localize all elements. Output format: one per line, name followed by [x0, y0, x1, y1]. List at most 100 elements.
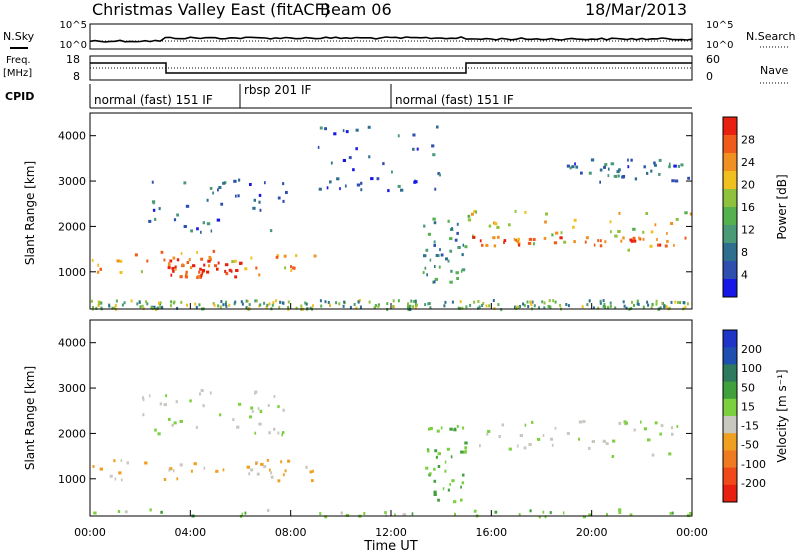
velocity-echo-cell: [425, 466, 429, 470]
power-echo-cell: [673, 164, 677, 168]
power-ground-cell: [663, 305, 666, 309]
power-ground-cell: [517, 306, 520, 310]
power-ground-cell: [410, 299, 413, 303]
velocity-echo-cell: [516, 444, 519, 448]
power-echo-cell: [455, 271, 459, 275]
cpid-segment-label-1: rbsp 201 IF: [244, 83, 311, 97]
power-echo-cell: [555, 231, 559, 235]
power-ground-cell: [234, 300, 237, 304]
velocity-echo-cell: [544, 515, 547, 519]
velocity-echo-cell: [602, 439, 606, 443]
y-tick-label: 2000: [58, 427, 86, 440]
velocity-echo-cell: [238, 402, 242, 406]
velocity-echo-cell: [254, 391, 257, 395]
velocity-echo-cell: [277, 479, 281, 483]
power-echo-cell: [326, 186, 329, 190]
power-ground-cell: [245, 306, 248, 310]
noise-right-tick-high: 10^5: [706, 20, 733, 31]
velocity-echo-cell: [144, 461, 148, 465]
noise-panel: N.Sky 10^5 10^0 10^5 10^0 N.Search: [3, 20, 796, 51]
velocity-panel-frame: [89, 319, 693, 517]
power-echo-cell: [613, 174, 618, 178]
power-ground-cell: [636, 299, 639, 303]
power-echo-cell: [574, 162, 576, 166]
power-echo-cell: [604, 163, 608, 167]
power-echo-cell: [224, 263, 229, 267]
velocity-echo-cell: [258, 422, 262, 426]
velocity-echo-cell: [523, 446, 527, 450]
power-echo-cell: [342, 159, 346, 162]
velocity-echo-cell: [305, 465, 308, 469]
power-echo-cell: [559, 236, 563, 240]
power-echo-cell: [400, 188, 404, 192]
power-echo-cell: [642, 230, 645, 234]
velocity-echo-cell: [267, 404, 270, 407]
power-echo-cell: [174, 265, 177, 269]
power-echo-cell: [119, 259, 123, 263]
power-echo-cell: [456, 277, 459, 280]
power-echo-cell: [285, 191, 288, 194]
power-echo-cell: [447, 219, 450, 223]
power-echo-cell: [674, 179, 679, 183]
velocity-echo-cell: [99, 467, 103, 471]
power-ground-cell: [461, 306, 464, 310]
power-echo-cell: [154, 217, 157, 221]
velocity-echo-cell: [169, 467, 173, 471]
power-ground-cell: [465, 305, 468, 309]
power-echo-cell: [514, 209, 517, 213]
power-echo-cell: [171, 266, 175, 270]
power-echo-cell: [438, 173, 441, 177]
power-ground-cell: [547, 305, 550, 308]
power-echo-cell: [516, 240, 520, 244]
velocity-echo-cell: [402, 513, 406, 517]
power-ground-cell: [359, 305, 362, 309]
power-ground-cell: [113, 306, 116, 310]
power-echo-cell: [207, 259, 211, 263]
power-ground-cell: [139, 305, 142, 309]
power-echo-cell: [580, 171, 583, 175]
power-ground-cell: [642, 305, 645, 309]
power-echo-cell: [599, 168, 603, 172]
power-echo-cell: [617, 174, 620, 178]
power-echo-cell: [435, 254, 439, 257]
power-ground-cell: [295, 306, 298, 310]
velocity-echo-cell: [179, 463, 183, 467]
power-ground-cell: [492, 299, 495, 302]
power-ground-cell: [195, 305, 198, 309]
power-echo-cell: [202, 221, 205, 225]
power-ground-cell: [355, 306, 358, 310]
velocity-echo-cell: [249, 415, 252, 419]
power-echo-cell: [317, 145, 320, 149]
velocity-echo-cell: [611, 455, 615, 458]
power-ground-cell: [552, 299, 555, 303]
power-ground-cell: [263, 301, 266, 305]
power-echo-cell: [216, 267, 219, 271]
power-ground-cell: [481, 304, 484, 307]
power-echo-cell: [238, 178, 241, 182]
y-tick-label: 4000: [58, 130, 86, 143]
power-ground-cell: [282, 301, 285, 305]
power-ground-cell: [581, 305, 584, 309]
colorbar-block: [723, 364, 737, 383]
power-ground-cell: [353, 303, 356, 306]
power-echo-cell: [186, 261, 190, 264]
power-echo-cell: [200, 275, 202, 279]
power-ground-cell: [531, 300, 534, 304]
power-ground-cell: [661, 301, 664, 305]
power-echo-cell: [387, 189, 390, 193]
power-echo-cell: [588, 171, 592, 175]
velocity-echo-cell: [209, 391, 212, 395]
power-echo-cell: [233, 179, 237, 183]
velocity-echo-cell: [618, 508, 622, 512]
power-ground-cell: [180, 300, 183, 304]
power-echo-cell: [397, 134, 400, 138]
velocity-echo-cell: [259, 410, 263, 413]
power-colorbar-label: Power [dB]: [775, 174, 789, 239]
power-ground-cell: [224, 302, 227, 306]
velocity-echo-cell: [281, 433, 283, 437]
power-ground-cell: [497, 303, 500, 307]
velocity-echo-cell: [487, 429, 491, 433]
power-ground-cell: [240, 300, 243, 304]
power-echo-cell: [666, 239, 669, 243]
power-echo-cell: [627, 248, 630, 252]
